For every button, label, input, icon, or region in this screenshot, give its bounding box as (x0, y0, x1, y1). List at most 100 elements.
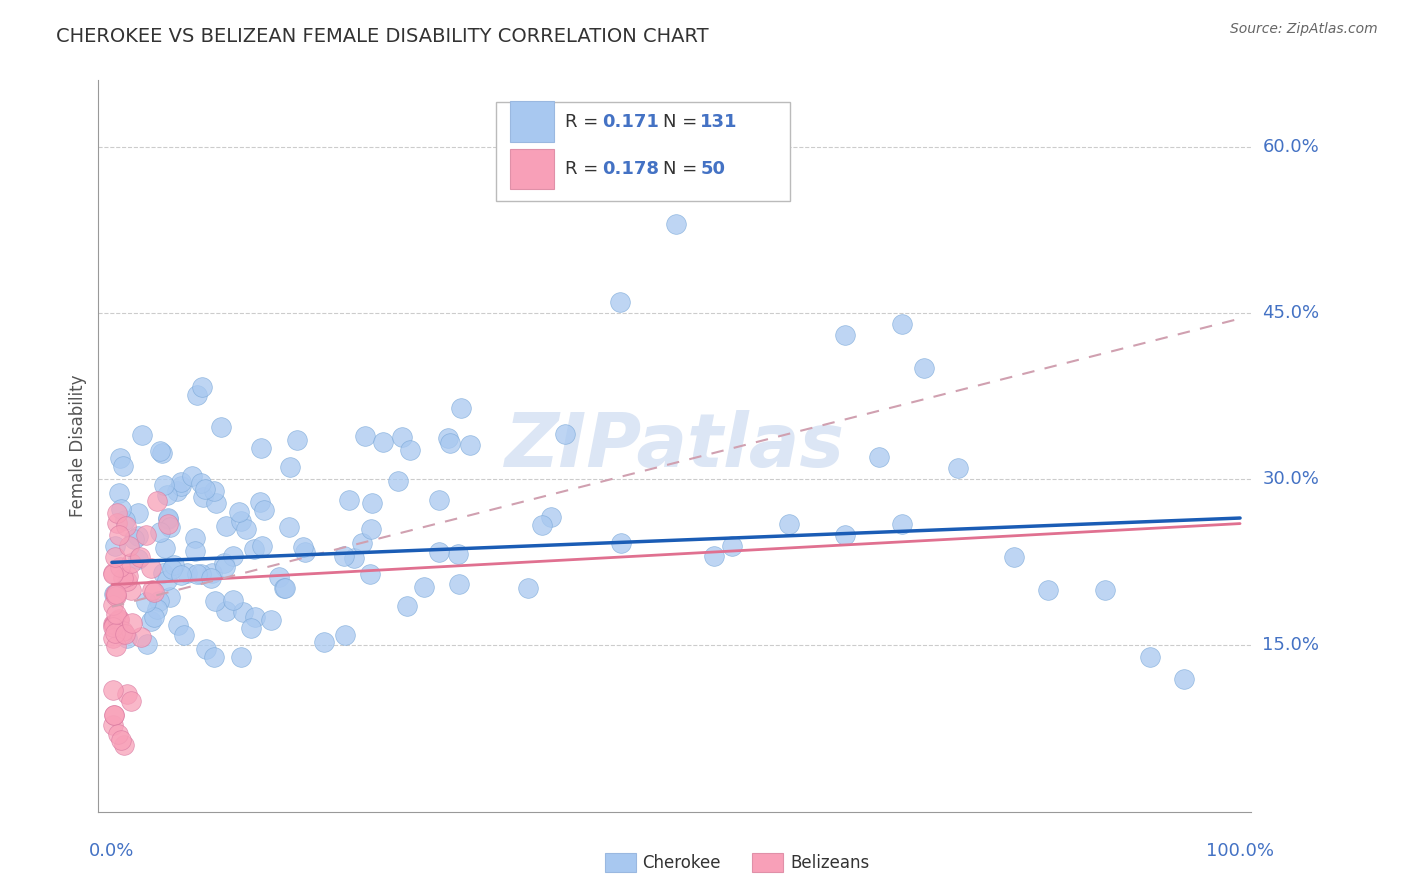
Point (105, 516, 128, 531)
FancyBboxPatch shape (496, 103, 790, 201)
Point (101, 632, 124, 646)
Point (391, 429, 413, 443)
Point (868, 450, 890, 464)
Point (212, 557, 235, 571)
Text: N =: N = (664, 160, 703, 178)
Point (222, 593, 245, 607)
Point (834, 328, 856, 343)
Point (222, 549, 245, 563)
Point (243, 609, 266, 624)
Point (108, 560, 131, 574)
Point (1004, 549, 1026, 564)
Point (239, 621, 262, 635)
Point (159, 520, 181, 534)
Point (142, 585, 165, 599)
Point (103, 617, 125, 632)
Point (447, 547, 470, 561)
Point (778, 516, 800, 531)
Point (135, 527, 157, 541)
Point (458, 438, 481, 452)
Point (141, 614, 163, 628)
Point (342, 551, 364, 566)
Point (104, 640, 127, 654)
Point (540, 510, 562, 524)
Point (427, 544, 450, 558)
Text: 30.0%: 30.0% (1263, 470, 1319, 488)
Point (170, 479, 193, 493)
FancyBboxPatch shape (510, 102, 554, 142)
Point (214, 559, 236, 574)
Point (150, 446, 173, 460)
Point (135, 595, 157, 609)
Point (554, 427, 576, 442)
Point (146, 602, 169, 616)
Point (191, 380, 214, 394)
Text: 50: 50 (700, 160, 725, 178)
Point (157, 516, 180, 531)
Point (173, 628, 195, 642)
Point (129, 630, 152, 644)
Point (163, 558, 186, 573)
Point (107, 727, 129, 741)
Point (114, 627, 136, 641)
Point (285, 433, 308, 447)
Point (101, 717, 124, 731)
Point (101, 620, 124, 634)
Point (101, 682, 124, 697)
Point (114, 519, 136, 533)
Point (249, 495, 271, 509)
Text: 45.0%: 45.0% (1263, 304, 1320, 322)
Point (186, 566, 208, 581)
Point (665, 218, 688, 232)
Point (152, 566, 174, 580)
Point (117, 631, 139, 645)
Point (186, 388, 208, 402)
Point (193, 490, 215, 504)
Point (127, 529, 149, 543)
Point (103, 617, 125, 632)
Point (160, 562, 183, 576)
Text: Belizeans: Belizeans (790, 854, 869, 871)
Point (121, 616, 143, 631)
Point (215, 519, 238, 533)
Point (108, 612, 131, 626)
Point (201, 566, 224, 580)
Point (194, 642, 217, 657)
Point (104, 550, 127, 565)
Point (1038, 583, 1060, 598)
Point (108, 486, 131, 500)
Point (890, 516, 912, 531)
Point (354, 428, 377, 442)
Point (103, 586, 125, 600)
Point (194, 482, 217, 496)
Point (101, 599, 124, 613)
Text: 100.0%: 100.0% (1206, 842, 1274, 860)
Point (120, 582, 142, 597)
Point (249, 441, 271, 455)
Point (912, 361, 935, 376)
Point (153, 478, 176, 492)
Point (373, 435, 395, 450)
Point (112, 738, 135, 752)
Point (209, 420, 232, 434)
Point (259, 613, 281, 627)
Point (104, 589, 127, 603)
Point (530, 517, 553, 532)
Y-axis label: Female Disability: Female Disability (69, 375, 87, 517)
Point (235, 522, 257, 536)
Point (170, 475, 193, 490)
Point (141, 561, 163, 575)
Text: 0.178: 0.178 (602, 160, 659, 178)
Point (103, 707, 125, 722)
Point (115, 574, 138, 589)
Point (609, 294, 631, 309)
Point (166, 618, 188, 632)
Point (449, 576, 471, 591)
Point (450, 401, 472, 416)
Point (184, 544, 207, 558)
Point (101, 566, 124, 580)
Point (122, 532, 145, 546)
Point (129, 549, 152, 564)
Text: N =: N = (664, 112, 703, 130)
Point (314, 635, 336, 649)
